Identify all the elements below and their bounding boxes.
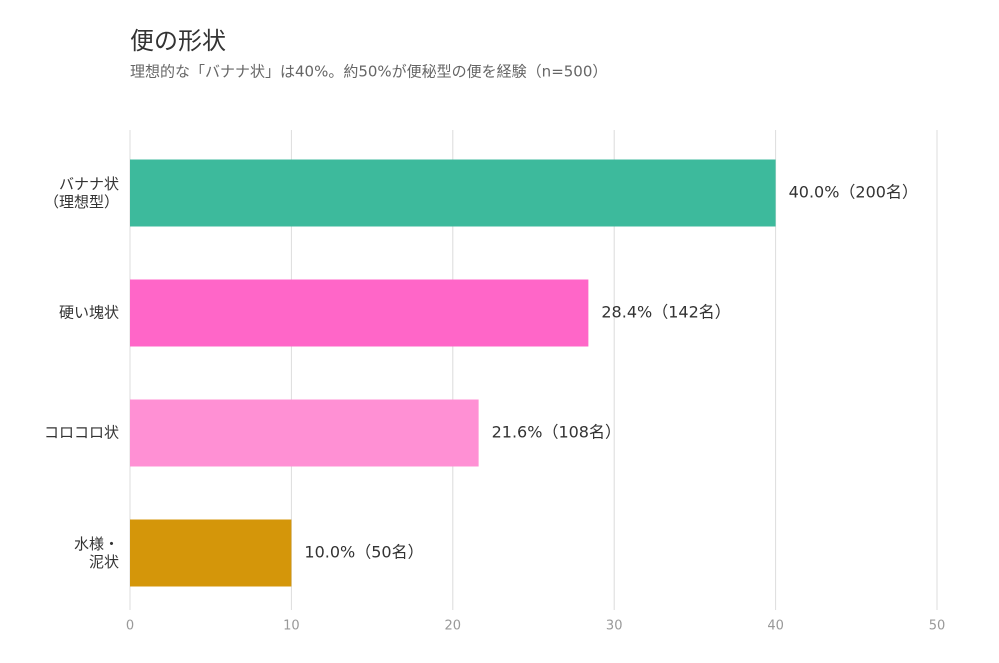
- value-label: 10.0%（50名）: [304, 543, 423, 562]
- value-label: 28.4%（142名）: [601, 303, 730, 322]
- x-tick-label: 20: [445, 619, 462, 634]
- y-tick-label: 水様・泥状: [74, 535, 119, 571]
- x-tick-label: 0: [126, 619, 134, 634]
- x-tick-label: 10: [283, 619, 300, 634]
- bar: [130, 159, 776, 227]
- chart-subtitle: 理想的な「バナナ状」は40%。約50%が便秘型の便を経験（n=500）: [130, 63, 607, 81]
- x-tick-label: 40: [767, 619, 784, 634]
- x-tick-label: 30: [606, 619, 623, 634]
- bar: [130, 399, 479, 467]
- y-tick-label: コロコロ状: [44, 424, 119, 442]
- y-tick-label: バナナ状（理想型）: [44, 175, 119, 211]
- bar: [130, 279, 589, 347]
- bar: [130, 519, 292, 587]
- chart-title: 便の形状: [130, 27, 226, 55]
- value-label: 21.6%（108名）: [492, 423, 621, 442]
- y-tick-label: 硬い塊状: [59, 304, 119, 322]
- value-label: 40.0%（200名）: [789, 183, 918, 202]
- x-tick-label: 50: [929, 619, 946, 634]
